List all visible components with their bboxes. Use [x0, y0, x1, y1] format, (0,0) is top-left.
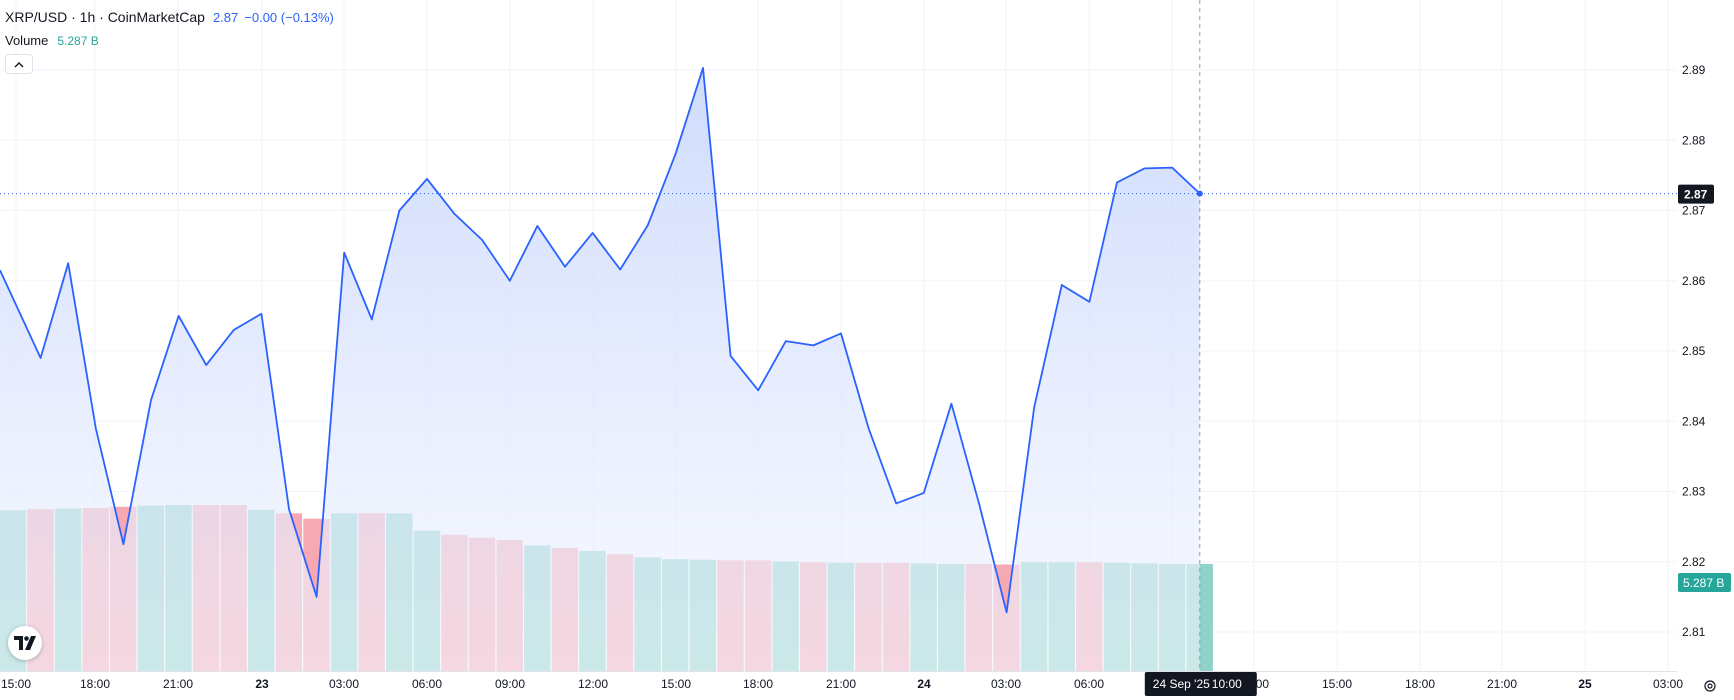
time-tick-label: 06:00 [412, 677, 442, 691]
time-tick-label: 25 [1578, 677, 1592, 691]
time-tick-label: 18:00 [743, 677, 773, 691]
price-marker-bg [1678, 184, 1714, 204]
volume-legend: Volume 5.287 B [5, 33, 99, 48]
price-tick-label: 2.82 [1682, 555, 1706, 569]
time-tick-label: 18:00 [1405, 677, 1435, 691]
time-tick-label: 15:00 [1322, 677, 1352, 691]
time-tick-label: 23 [255, 677, 269, 691]
time-tick-label: 15:00 [1, 677, 31, 691]
price-tick-label: 2.85 [1682, 344, 1706, 358]
time-tick-label: 12:00 [578, 677, 608, 691]
time-tick-label: 21:00 [163, 677, 193, 691]
time-tick-label: 09:00 [495, 677, 525, 691]
time-tick-label: 21:00 [826, 677, 856, 691]
symbol-title: XRP/USD · 1h · CoinMarketCap [5, 9, 205, 25]
volume-marker-text: 5.287 B [1683, 576, 1724, 590]
price-axis[interactable]: 2.81 2.82 2.83 2.84 2.85 2.86 2.87 2.88 2.89 [1682, 63, 1706, 639]
time-tick-label: 06:00 [1074, 677, 1104, 691]
price-change: −0.00 (−0.13%) [244, 10, 334, 25]
price-area [0, 67, 1200, 671]
crosshair-time-label: 24 Sep '25 10:00 [1144, 672, 1257, 696]
symbol-legend: XRP/USD · 1h · CoinMarketCap 2.87 −0.00 (−… [5, 9, 334, 25]
time-tick-label: 21:00 [1487, 677, 1517, 691]
tradingview-logo-icon [14, 636, 36, 650]
time-tick-label: 03:00 [1653, 677, 1683, 691]
time-axis[interactable]: 15:00 18:00 21:00 23 03:00 06:00 09:00 12:00 15:… [1, 677, 1683, 691]
volume-marker-bg [1678, 573, 1731, 592]
volume-label: Volume [5, 33, 49, 48]
price-tick-label: 2.84 [1682, 414, 1706, 428]
time-tick-label: 03:00 [329, 677, 359, 691]
price-line [0, 66, 1201, 614]
price-tick-label: 2.86 [1682, 274, 1706, 288]
last-value: 2.87 [212, 10, 239, 25]
price-tick-label: 2.87 [1682, 204, 1706, 218]
chevron-up-icon [14, 61, 24, 67]
price-tick-label: 2.88 [1682, 133, 1706, 147]
last-price-dot [1196, 190, 1203, 197]
crosshair-time-hour: 10:00 [1212, 677, 1242, 691]
crosshair-time-bg [1144, 672, 1257, 696]
tradingview-logo[interactable] [8, 626, 42, 660]
price-marker: 2.87 [1678, 184, 1714, 204]
time-tick-label: 15:00 [661, 677, 691, 691]
gear-icon [1704, 680, 1716, 692]
volume-marker: 5.287 B [1678, 573, 1731, 592]
chart-settings-button[interactable] [1700, 676, 1720, 696]
price-tick-label: 2.81 [1682, 625, 1706, 639]
price-marker-text: 2.87 [1684, 188, 1708, 202]
price-tick-label: 2.83 [1682, 485, 1706, 499]
crosshair-time-date: 24 Sep '25 [1153, 677, 1210, 691]
time-tick-label: 03:00 [991, 677, 1021, 691]
collapse-legend-button[interactable] [5, 54, 33, 74]
time-tick-label: 24 [917, 677, 931, 691]
price-tick-label: 2.89 [1682, 63, 1706, 77]
time-tick-label: 18:00 [80, 677, 110, 691]
volume-value: 5.287 B [57, 34, 99, 48]
